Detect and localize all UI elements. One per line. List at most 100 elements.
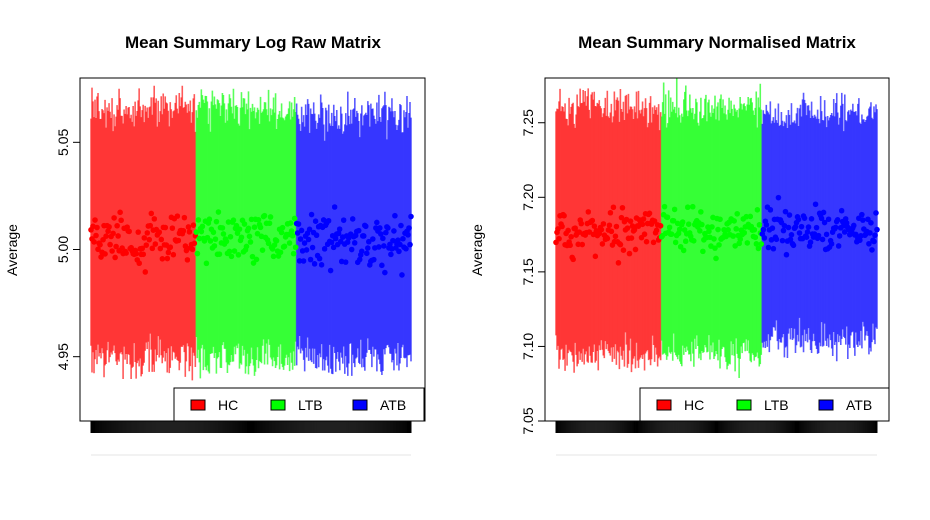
y-tick-label: 7.15 (520, 258, 536, 285)
mean-point (143, 242, 149, 248)
mean-point (651, 218, 658, 224)
mean-point (624, 225, 631, 231)
mean-point (381, 243, 387, 249)
mean-point (107, 241, 113, 248)
mean-point (231, 248, 238, 254)
mean-point (610, 204, 617, 211)
mean-point (371, 256, 377, 263)
mean-point (819, 236, 826, 243)
mean-point (175, 237, 182, 244)
mean-points (553, 194, 880, 266)
mean-point (327, 267, 334, 274)
mean-point (585, 209, 592, 215)
mean-point (298, 227, 305, 234)
mean-point (578, 220, 584, 227)
mean-point (788, 232, 795, 238)
mean-point (387, 241, 393, 248)
mean-point (297, 236, 304, 242)
mean-point (135, 229, 141, 235)
mean-point (805, 224, 812, 230)
mean-point (182, 243, 189, 249)
mean-point (804, 229, 811, 235)
mean-point (206, 216, 213, 223)
mean-point (821, 219, 828, 226)
mean-point (193, 229, 200, 235)
mean-point (812, 201, 819, 208)
mean-point (342, 259, 349, 265)
mean-point (248, 216, 255, 223)
legend-label-ltb: LTB (764, 397, 789, 413)
mean-point (761, 235, 768, 241)
mean-point (787, 236, 794, 243)
mean-point (769, 225, 776, 231)
mean-point (356, 227, 362, 234)
mean-point (236, 226, 243, 232)
mean-point (700, 248, 706, 255)
mean-point (146, 236, 152, 243)
x-axis-ticks (90, 421, 412, 456)
mean-point (311, 261, 318, 267)
mean-point (357, 256, 363, 263)
mean-point (190, 222, 197, 228)
mean-point (331, 204, 338, 210)
mean-point (561, 212, 567, 219)
mean-point (661, 203, 668, 210)
mean-point (615, 260, 622, 266)
y-tick-label: 4.95 (55, 343, 71, 370)
mean-point (212, 236, 219, 242)
mean-point (575, 241, 581, 248)
y-tick-label: 7.05 (520, 407, 536, 434)
mean-point (270, 253, 277, 260)
mean-point (690, 203, 696, 210)
mean-point (211, 243, 218, 249)
mean-point (785, 224, 792, 231)
mean-point (743, 213, 749, 220)
legend-box (639, 387, 890, 422)
mean-point (170, 251, 177, 258)
mean-point (666, 224, 673, 231)
mean-point (867, 230, 873, 236)
legend-key-ltb (736, 399, 752, 411)
mean-point (246, 233, 253, 240)
mean-point (770, 245, 777, 252)
mean-point (241, 221, 248, 227)
mean-point (294, 230, 301, 236)
mean-point (653, 227, 660, 234)
mean-point (866, 240, 872, 247)
mean-point (388, 251, 394, 258)
mean-point (608, 228, 615, 235)
mean-point (167, 244, 174, 250)
mean-point (213, 218, 220, 225)
legend-label-hc: HC (684, 397, 704, 413)
mean-point (813, 224, 820, 231)
mean-point (556, 235, 562, 242)
mean-point (203, 260, 210, 267)
mean-point (730, 233, 736, 239)
mean-point (408, 213, 414, 220)
mean-point (227, 233, 234, 240)
mean-point (815, 232, 822, 239)
mean-point (156, 229, 163, 235)
mean-point (711, 236, 717, 242)
y-tick-label: 5.05 (55, 128, 71, 155)
mean-point (365, 245, 371, 251)
mean-point (328, 239, 335, 246)
mean-point (627, 218, 634, 224)
mean-point (133, 250, 139, 257)
legend-box (173, 387, 425, 422)
mean-point (403, 245, 409, 252)
mean-point (808, 216, 815, 222)
mean-point (600, 221, 607, 227)
mean-point (392, 212, 398, 219)
mean-point (312, 218, 319, 224)
mean-point (706, 228, 712, 235)
mean-point (337, 238, 344, 245)
mean-point (683, 238, 689, 245)
mean-point (803, 234, 810, 240)
mean-point (818, 215, 825, 222)
mean-point (860, 217, 866, 223)
mean-point (699, 221, 705, 228)
mean-point (290, 250, 297, 257)
mean-point (95, 246, 101, 253)
mean-point (181, 214, 188, 221)
